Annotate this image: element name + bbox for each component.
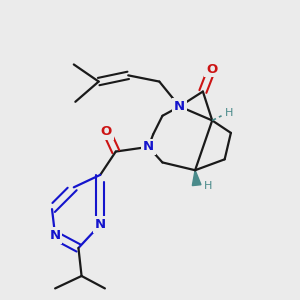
- Text: N: N: [50, 229, 61, 242]
- Polygon shape: [192, 170, 201, 186]
- Text: N: N: [95, 218, 106, 231]
- Text: H: H: [204, 182, 212, 191]
- Text: O: O: [206, 63, 217, 76]
- Text: N: N: [143, 140, 154, 153]
- Text: O: O: [101, 125, 112, 138]
- Text: H: H: [225, 108, 233, 118]
- Text: N: N: [174, 100, 185, 113]
